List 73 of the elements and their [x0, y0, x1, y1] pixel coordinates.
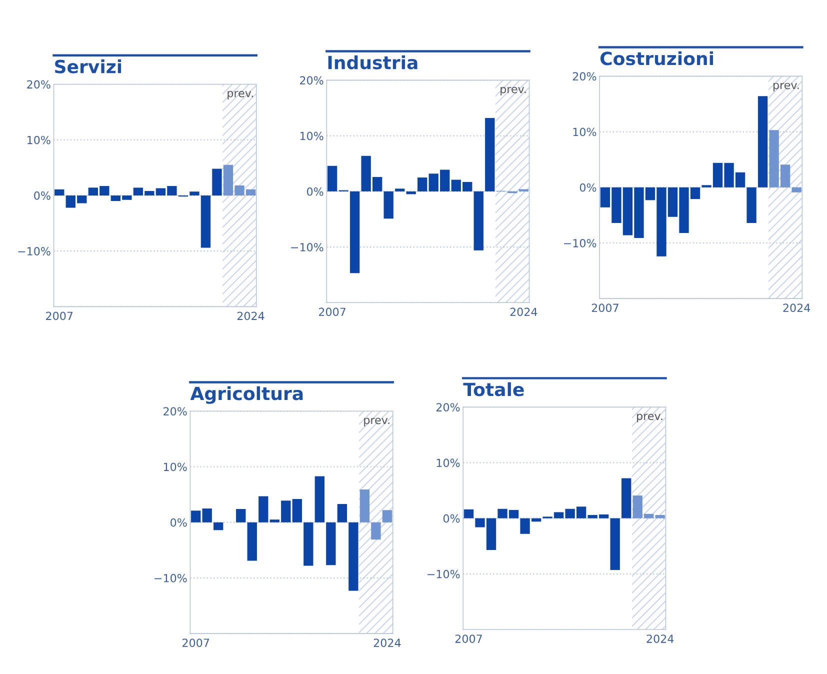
band-label: prev. [637, 414, 662, 422]
bar [292, 498, 302, 522]
x-tick-label: 2024 [374, 638, 401, 648]
bar [236, 509, 246, 522]
x-tick-label: 2007 [182, 638, 210, 648]
y-tick-label: −10% [291, 242, 324, 252]
bar [214, 522, 224, 530]
y-tick-label: 10% [300, 132, 324, 140]
bar [621, 478, 632, 518]
bar [464, 509, 474, 518]
bar [371, 522, 381, 540]
bar [247, 522, 257, 561]
bar [406, 191, 416, 194]
y-tick-label: 0% [170, 518, 187, 527]
bar [384, 191, 394, 219]
bar [190, 192, 200, 196]
bar [54, 189, 64, 196]
y-tick-label: −10% [428, 570, 460, 578]
band-label: prev. [364, 418, 390, 426]
y-tick-label: 10% [436, 458, 460, 468]
x-tick-label: 2024 [646, 634, 674, 643]
y-tick-label: 20% [27, 80, 50, 89]
band-label: prev. [773, 82, 799, 92]
y-tick-label: 20% [300, 76, 324, 85]
x-tick-label: 2007 [455, 634, 482, 643]
bar [360, 490, 370, 522]
x-tick-label: 2024 [783, 304, 810, 312]
bar [314, 476, 324, 522]
chart-title: Totale [463, 382, 524, 396]
bar [202, 508, 212, 522]
bar [348, 522, 358, 591]
bar [394, 188, 405, 192]
y-tick-label: 20% [164, 407, 187, 416]
bar [418, 178, 428, 192]
x-tick-label: 2024 [510, 308, 538, 316]
chart-title: Servizi [55, 59, 122, 74]
x-tick-label: 2024 [237, 312, 264, 320]
y-tick-label: 10% [164, 462, 187, 472]
bar [746, 187, 756, 223]
y-tick-label: −10% [564, 238, 596, 248]
y-tick-label: 20% [436, 403, 460, 412]
y-tick-label: 20% [572, 72, 596, 81]
bar [485, 118, 495, 192]
chart-title: Costruzioni [600, 51, 713, 66]
y-tick-label: 0% [580, 183, 596, 192]
band-label: prev. [228, 90, 253, 100]
bar [200, 195, 211, 248]
bar [474, 191, 484, 250]
bar [191, 510, 201, 522]
bar [350, 191, 360, 274]
bar [792, 187, 802, 192]
bar [337, 504, 348, 522]
x-tick-label: 2007 [318, 308, 346, 316]
y-tick-label: 10% [573, 128, 596, 136]
y-tick-label: 0% [443, 514, 460, 523]
x-tick-label: 2007 [592, 304, 618, 312]
bar [258, 496, 268, 522]
y-tick-label: 0% [34, 191, 50, 200]
bar [304, 522, 314, 566]
y-tick-label: 10% [28, 136, 50, 144]
bar [382, 510, 392, 522]
bar [610, 518, 620, 570]
x-tick-label: 2007 [46, 312, 73, 320]
bar [326, 522, 336, 566]
y-tick-label: −10% [18, 247, 50, 256]
y-tick-label: 0% [306, 187, 324, 196]
bar [655, 514, 665, 518]
chart-title: Industria [328, 55, 418, 70]
band-label: prev. [500, 86, 526, 96]
chart-title: Agricoltura [190, 386, 303, 404]
bar [758, 96, 768, 188]
y-tick-label: −10% [154, 574, 187, 582]
bar [212, 168, 222, 196]
